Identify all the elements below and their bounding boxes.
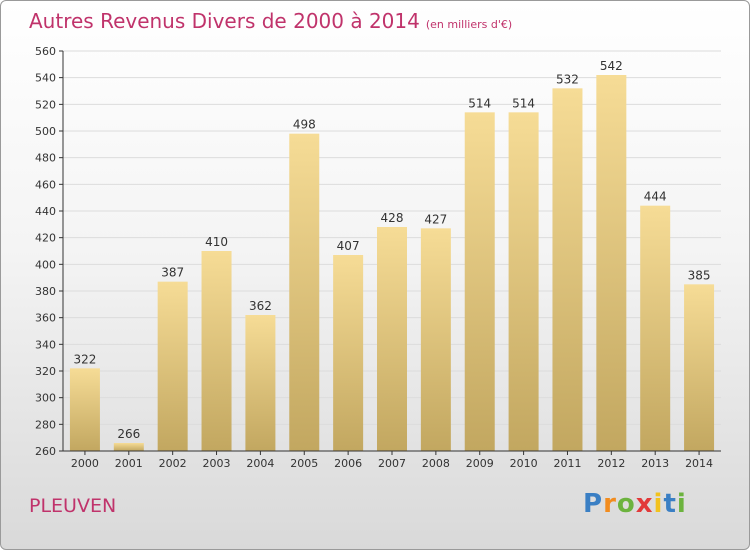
bar: [684, 284, 715, 451]
y-tick-label: 460: [35, 178, 56, 191]
bar: [201, 251, 232, 451]
logo-letter: t: [663, 489, 677, 519]
data-label: 514: [468, 96, 491, 110]
bar: [640, 205, 671, 451]
bar: [157, 281, 188, 451]
bar: [464, 112, 495, 451]
place-name: PLEUVEN: [29, 495, 117, 517]
bar: [113, 443, 144, 451]
data-label: 407: [337, 239, 360, 253]
x-tick-label: 2014: [685, 457, 713, 470]
data-label: 427: [424, 212, 447, 226]
y-tick-label: 340: [35, 338, 56, 351]
x-tick-label: 2008: [422, 457, 450, 470]
proxiti-logo: Proxiti: [583, 489, 687, 519]
x-tick-label: 2013: [641, 457, 669, 470]
x-tick-label: 2001: [115, 457, 143, 470]
logo-letter: r: [603, 489, 617, 519]
x-tick-label: 2005: [290, 457, 318, 470]
data-label: 498: [293, 118, 316, 132]
y-tick-label: 480: [35, 152, 56, 165]
data-label: 532: [556, 72, 579, 86]
data-label: 385: [688, 268, 711, 282]
chart-unit: (en milliers d'€): [425, 18, 513, 31]
x-tick-label: 2000: [71, 457, 99, 470]
y-tick-label: 500: [35, 125, 56, 138]
x-tick-label: 2002: [159, 457, 187, 470]
bar: [377, 227, 407, 451]
y-tick-label: 380: [35, 285, 56, 298]
x-tick-label: 2009: [466, 457, 494, 470]
data-label: 428: [381, 211, 404, 225]
x-tick-label: 2004: [246, 457, 274, 470]
bar: [420, 228, 451, 451]
data-label: 444: [644, 190, 667, 204]
data-label: 514: [512, 96, 535, 110]
bar: [69, 368, 100, 451]
chart-title-text: Autres Revenus Divers de 2000 à 2014: [29, 9, 420, 33]
bar: [245, 315, 276, 451]
y-tick-label: 520: [35, 98, 56, 111]
x-tick-label: 2007: [378, 457, 406, 470]
data-label: 266: [117, 427, 140, 441]
chart-title: Autres Revenus Divers de 2000 à 2014 (en …: [29, 9, 512, 33]
bar: [596, 75, 627, 451]
data-labels: 322 266 387 410 362 498 407 428 427 514 514 532 542 4…: [73, 59, 710, 441]
axes: 260 280 300 320 340 360 380 400 420 440 460 480 500 5…: [35, 45, 721, 470]
data-label: 410: [205, 235, 228, 249]
y-tick-label: 360: [35, 312, 56, 325]
y-tick-label: 300: [35, 392, 56, 405]
data-label: 542: [600, 59, 623, 73]
data-label: 322: [73, 352, 96, 366]
bar-series: [69, 75, 715, 451]
bar: [508, 112, 539, 451]
bar: [552, 88, 583, 451]
y-tick-label: 280: [35, 418, 56, 431]
logo-letter: i: [676, 489, 687, 519]
y-tick-label: 440: [35, 205, 56, 218]
y-tick-label: 260: [35, 445, 56, 458]
logo-letter: i: [653, 489, 664, 519]
logo-letter: P: [583, 489, 604, 519]
bar: [333, 255, 364, 451]
x-tick-label: 2012: [597, 457, 625, 470]
y-tick-label: 320: [35, 365, 56, 378]
logo-letter: x: [635, 489, 654, 519]
y-tick-label: 400: [35, 258, 56, 271]
data-label: 387: [161, 266, 184, 280]
x-tick-label: 2011: [553, 457, 581, 470]
x-tick-label: 2010: [510, 457, 538, 470]
x-tick-label: 2006: [334, 457, 362, 470]
x-tick-label: 2003: [203, 457, 231, 470]
y-tick-label: 560: [35, 45, 56, 58]
logo-letter: o: [616, 489, 636, 519]
y-tick-label: 420: [35, 232, 56, 245]
data-label: 362: [249, 299, 272, 313]
y-tick-label: 540: [35, 72, 56, 85]
bar: [289, 133, 320, 451]
